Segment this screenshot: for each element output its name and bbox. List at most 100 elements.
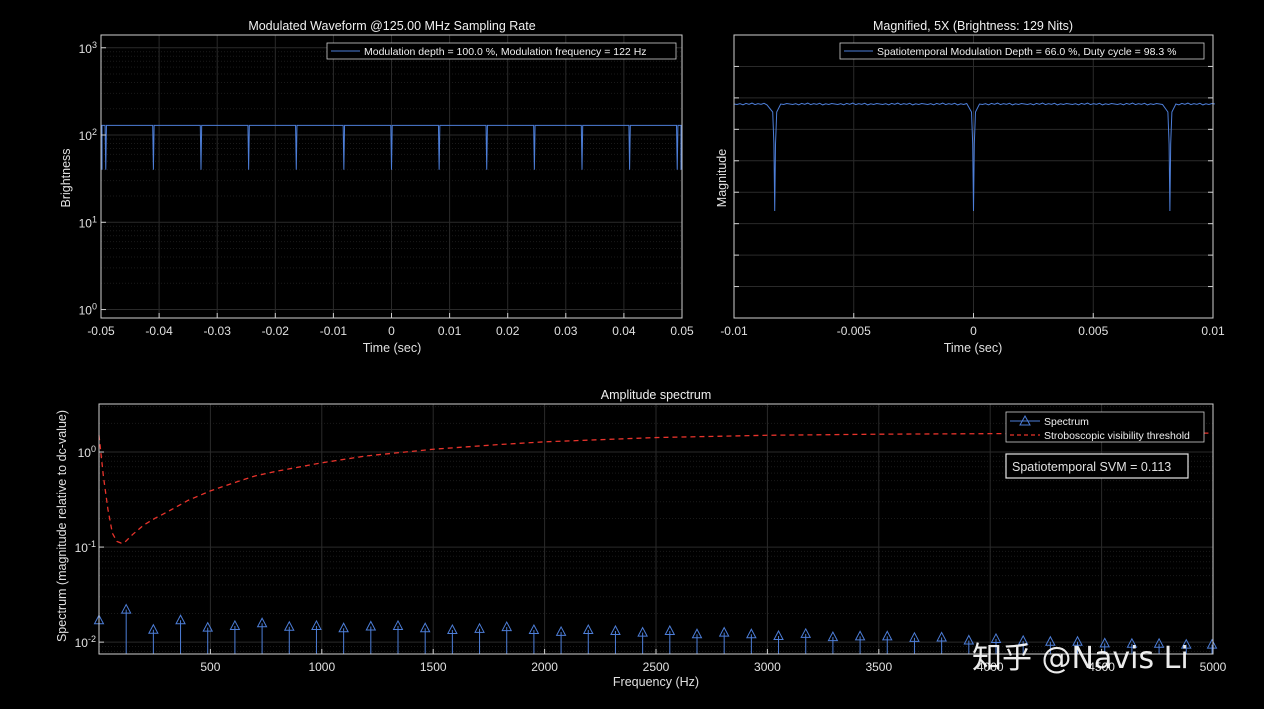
spectrum-marker-triangle: [854, 630, 866, 641]
magnified-xtick-label: -0.005: [837, 324, 871, 338]
watermark-text: 知乎 @Navis Li: [972, 641, 1189, 676]
spectrum-xtick-label: 3000: [754, 660, 781, 674]
spectrum-xtick-label: 1500: [420, 660, 447, 674]
spectrum-xtick-label: 2500: [643, 660, 670, 674]
spectrum-legend: Spectrum Stroboscopic visibility thresho…: [1005, 411, 1205, 443]
spectrum-legend-entry-spectrum: Spectrum: [1044, 416, 1089, 428]
spectrum-marker-triangle: [365, 620, 377, 631]
waveform-xtick-label: 0.01: [438, 324, 462, 338]
waveform-xtick-label: -0.02: [262, 324, 290, 338]
spectrum-ytick-label: 10-2: [75, 634, 96, 650]
spectrum-legend-entry-threshold: Stroboscopic visibility threshold: [1044, 430, 1190, 442]
waveform-line: [101, 124, 682, 170]
spectrum-legend-triangle-icon: [1019, 414, 1031, 426]
spectrum-xtick-label: 4000: [977, 660, 1004, 674]
spectrum-marker-triangle: [392, 619, 404, 630]
waveform-ytick-label: 103: [79, 40, 97, 56]
magnified-legend-text: Spatiotemporal Modulation Depth = 66.0 %…: [877, 46, 1176, 58]
magnified-xlabel: Time (sec): [944, 341, 1003, 355]
magnified-xtick-label: 0.005: [1078, 324, 1108, 338]
spectrum-marker-triangle: [555, 625, 567, 636]
waveform-xtick-label: -0.03: [204, 324, 232, 338]
spectrum-marker-triangle: [800, 627, 812, 638]
spectrum-marker-triangle: [202, 621, 214, 632]
waveform-ticks: 100 101 102 103 -0.05 -0.04 -0.03 -0.02 -0.01 0 0.…: [79, 40, 694, 338]
magnified-series: [733, 102, 1215, 212]
spectrum-marker-triangle: [909, 631, 920, 642]
spectrum-xlabel: Frequency (Hz): [613, 675, 699, 689]
threshold-line: [98, 432, 1214, 544]
magnified-xtick-label: -0.01: [720, 324, 748, 338]
waveform-xtick-label: 0.05: [670, 324, 694, 338]
spectrum-marker-triangle: [283, 620, 295, 631]
waveform-legend-text: Modulation depth = 100.0 %, Modulation f…: [364, 46, 647, 58]
spectrum-xtick-label: 500: [200, 660, 220, 674]
spectrum-marker-triangle: [963, 634, 975, 645]
spectrum-marker-triangle: [419, 622, 431, 633]
magnified-title: Magnified, 5X (Brightness: 129 Nits): [873, 19, 1073, 33]
spectrum-marker-triangle: [1017, 634, 1029, 645]
magnified-chart: -0.01 -0.005 0 0.005 0.01 Magnified, 5X (Bri…: [715, 19, 1225, 355]
waveform-legend: Modulation depth = 100.0 %, Modulation f…: [326, 42, 677, 60]
spectrum-marker-triangle: [718, 626, 730, 637]
magnified-xtick-label: 0.01: [1201, 324, 1225, 338]
spectrum-xtick-label: 5000: [1200, 660, 1227, 674]
magnified-xtick-label: 0: [970, 324, 977, 338]
waveform-ytick-label: 100: [79, 302, 97, 318]
waveform-ytick-label: 101: [79, 214, 97, 230]
magnified-legend: Spatiotemporal Modulation Depth = 66.0 %…: [839, 42, 1205, 60]
spectrum-xtick-label: 4500: [1088, 660, 1115, 674]
spectrum-marker-triangle: [338, 622, 349, 633]
spectrum-marker-triangle: [120, 603, 132, 614]
spectrum-marker-triangle: [474, 622, 485, 633]
spectrum-marker-triangle: [1206, 638, 1218, 649]
spectrum-marker-triangle: [664, 624, 676, 635]
spectrum-marker-triangle: [1180, 638, 1192, 649]
waveform-xtick-label: 0.02: [496, 324, 520, 338]
spectrum-series: [93, 432, 1218, 654]
svm-annotation-text: Spatiotemporal SVM = 0.113: [1012, 460, 1171, 474]
waveform-xtick-label: -0.01: [320, 324, 348, 338]
spectrum-marker-triangle: [447, 623, 458, 635]
spectrum-marker-triangle: [1099, 637, 1111, 648]
waveform-xtick-label: -0.05: [87, 324, 115, 338]
waveform-xtick-label: 0: [388, 324, 395, 338]
waveform-chart: 100 101 102 103 -0.05 -0.04 -0.03 -0.02 -0.01 0 0.…: [59, 19, 694, 355]
waveform-xtick-label: 0.03: [554, 324, 578, 338]
spectrum-grid: [99, 404, 1214, 654]
spectrum-marker-triangle: [528, 623, 540, 635]
spectrum-marker-triangle: [827, 631, 839, 642]
waveform-ytick-label: 102: [79, 127, 97, 143]
waveform-series: [101, 124, 682, 170]
spectrum-xtick-label: 3500: [865, 660, 892, 674]
svm-annotation: Spatiotemporal SVM = 0.113: [1005, 453, 1189, 479]
spectrum-marker-triangle: [1126, 637, 1138, 648]
spectrum-marker-triangle: [691, 628, 703, 639]
magnified-grid: [733, 35, 1214, 318]
spectrum-marker-triangle: [1153, 637, 1165, 648]
spectrum-marker-triangle: [1045, 635, 1056, 646]
spectrum-marker-triangle: [746, 628, 757, 639]
spectrum-marker-triangle: [501, 621, 513, 632]
waveform-xlabel: Time (sec): [363, 341, 422, 355]
waveform-ylabel: Brightness: [59, 148, 73, 207]
spectrum-ytick-label: 10-1: [75, 539, 96, 555]
spectrum-marker-triangle: [311, 619, 322, 630]
spectrum-marker-triangle: [936, 631, 947, 642]
magnified-ticks: -0.01 -0.005 0 0.005 0.01: [720, 65, 1225, 338]
spectrum-marker-triangle: [148, 623, 159, 634]
spectrum-marker-triangle: [1072, 635, 1083, 646]
spectrum-marker-triangle: [773, 629, 784, 640]
spectrum-marker-triangle: [229, 619, 241, 630]
spectrum-chart: 10-2 10-1 100 500 1000 1500 2000 2500 3000 3500 40…: [55, 388, 1227, 689]
spectrum-marker-triangle: [256, 617, 268, 628]
spectrum-xtick-label: 1000: [308, 660, 335, 674]
spectrum-ylabel: Spectrum (magnitude relative to dc-value…: [55, 410, 69, 642]
waveform-title: Modulated Waveform @125.00 MHz Sampling …: [248, 19, 535, 33]
magnified-ylabel: Magnitude: [715, 149, 729, 207]
magnified-line: [733, 102, 1215, 212]
spectrum-ticks: 10-2 10-1 100 500 1000 1500 2000 2500 3000 3500 40…: [75, 444, 1227, 674]
waveform-xtick-label: -0.04: [145, 324, 173, 338]
spectrum-ytick-label: 100: [78, 444, 96, 460]
